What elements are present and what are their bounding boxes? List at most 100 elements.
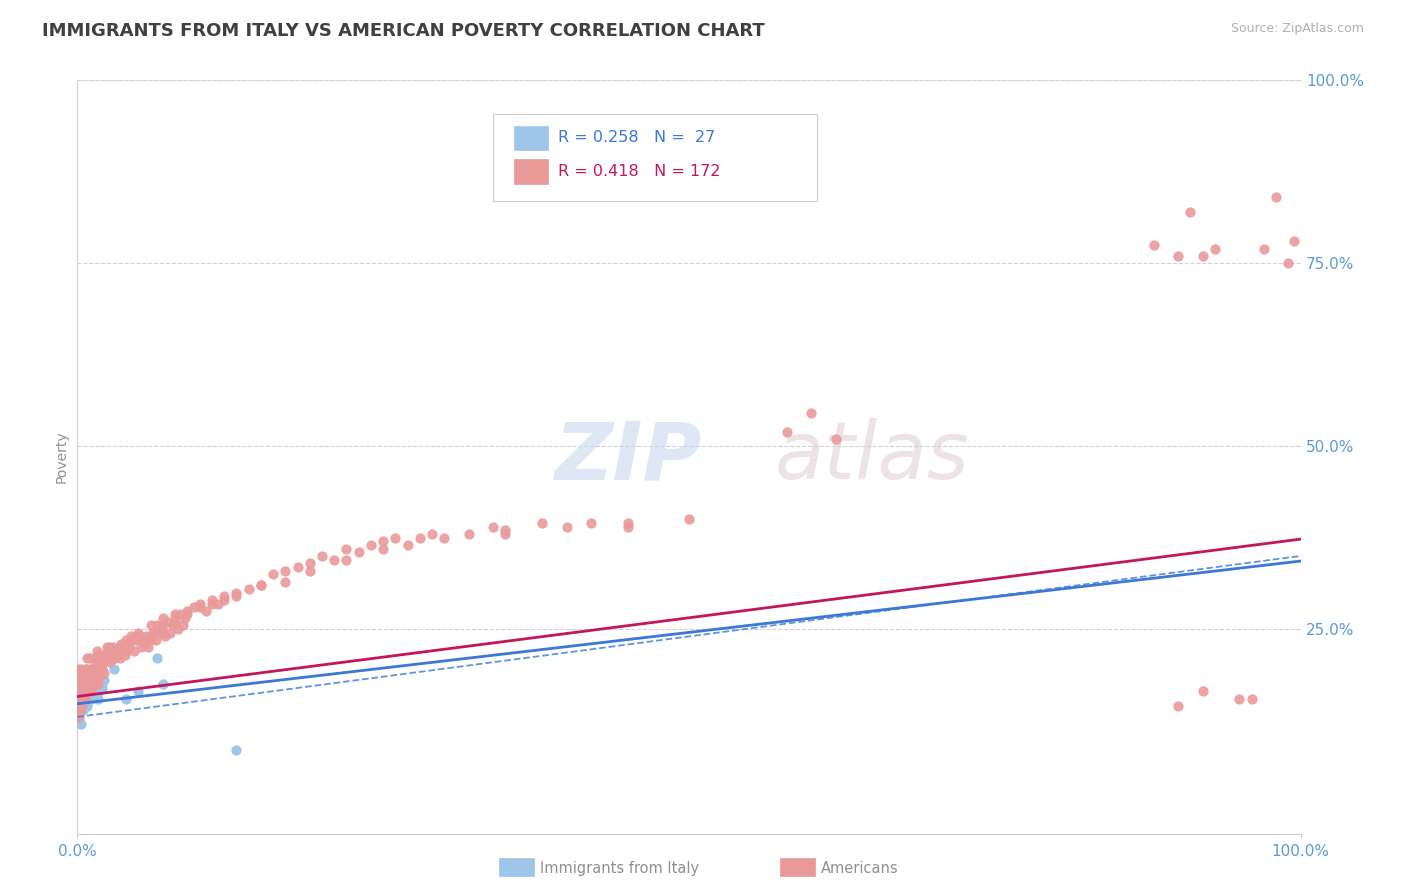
Point	[80, 673, 103, 688]
Point	[136, 640, 159, 655]
Point	[103, 662, 125, 676]
Point	[98, 640, 121, 655]
Point	[347, 545, 370, 559]
Point	[156, 615, 179, 629]
Point	[69, 703, 91, 717]
Point	[274, 574, 297, 589]
Point	[67, 710, 90, 724]
Point	[262, 567, 284, 582]
Point	[1143, 238, 1166, 252]
Point	[134, 633, 156, 648]
Point	[1240, 691, 1263, 706]
Point	[118, 640, 141, 655]
Point	[79, 670, 101, 684]
Point	[555, 519, 578, 533]
Point	[70, 688, 93, 702]
Point	[67, 710, 90, 724]
Point	[107, 648, 129, 662]
Point	[75, 677, 97, 691]
Point	[172, 618, 194, 632]
Point	[108, 640, 131, 655]
Point	[127, 629, 149, 643]
Point	[142, 625, 165, 640]
Point	[70, 698, 93, 713]
Point	[76, 670, 98, 684]
Point	[110, 637, 132, 651]
Point	[145, 633, 167, 648]
Point	[132, 633, 155, 648]
Point	[87, 691, 110, 706]
Point	[1253, 242, 1275, 256]
Point	[396, 538, 419, 552]
Point	[76, 677, 98, 691]
Point	[97, 644, 120, 658]
Point	[165, 611, 187, 625]
Point	[67, 691, 90, 706]
Point	[90, 662, 112, 676]
Point	[67, 684, 90, 698]
Point	[207, 597, 229, 611]
Point	[79, 662, 101, 676]
Point	[82, 684, 104, 698]
Text: Immigrants from Italy: Immigrants from Italy	[540, 862, 699, 876]
Point	[89, 670, 111, 684]
Point	[433, 531, 456, 545]
Point	[323, 552, 346, 566]
Point	[1229, 691, 1251, 706]
Point	[579, 516, 602, 530]
Point	[1284, 234, 1306, 248]
Point	[824, 432, 846, 446]
Point	[82, 677, 104, 691]
Point	[146, 651, 169, 665]
Point	[188, 600, 211, 615]
Point	[617, 519, 640, 533]
Point	[97, 651, 120, 665]
Y-axis label: Poverty: Poverty	[55, 431, 69, 483]
Point	[127, 625, 149, 640]
Point	[125, 633, 148, 648]
Point	[146, 618, 169, 632]
Point	[165, 607, 187, 622]
Point	[183, 600, 205, 615]
Point	[139, 618, 162, 632]
Point	[250, 578, 273, 592]
Point	[77, 681, 100, 695]
Point	[311, 549, 333, 563]
Point	[84, 655, 107, 669]
Point	[225, 589, 247, 603]
Point	[100, 648, 122, 662]
Point	[80, 684, 103, 698]
Point	[1191, 684, 1213, 698]
Point	[166, 622, 188, 636]
Point	[69, 703, 91, 717]
Point	[112, 640, 135, 655]
Point	[188, 597, 211, 611]
Point	[135, 629, 157, 643]
FancyBboxPatch shape	[515, 126, 548, 151]
Point	[103, 644, 125, 658]
Text: ZIP: ZIP	[554, 418, 702, 496]
Point	[89, 684, 111, 698]
Point	[72, 703, 94, 717]
Point	[66, 662, 89, 676]
Point	[800, 406, 823, 420]
Point	[1191, 249, 1213, 263]
Point	[776, 425, 799, 439]
Point	[73, 691, 96, 706]
Point	[75, 662, 97, 676]
Point	[1204, 242, 1226, 256]
Point	[76, 698, 98, 713]
Text: IMMIGRANTS FROM ITALY VS AMERICAN POVERTY CORRELATION CHART: IMMIGRANTS FROM ITALY VS AMERICAN POVERT…	[42, 22, 765, 40]
Point	[90, 658, 112, 673]
Point	[108, 640, 131, 655]
Point	[86, 662, 108, 676]
Point	[165, 615, 187, 629]
Point	[122, 644, 145, 658]
Point	[212, 592, 235, 607]
Point	[82, 670, 104, 684]
Point	[86, 677, 108, 691]
Point	[115, 637, 138, 651]
Point	[115, 644, 138, 658]
Point	[77, 684, 100, 698]
Point	[69, 677, 91, 691]
